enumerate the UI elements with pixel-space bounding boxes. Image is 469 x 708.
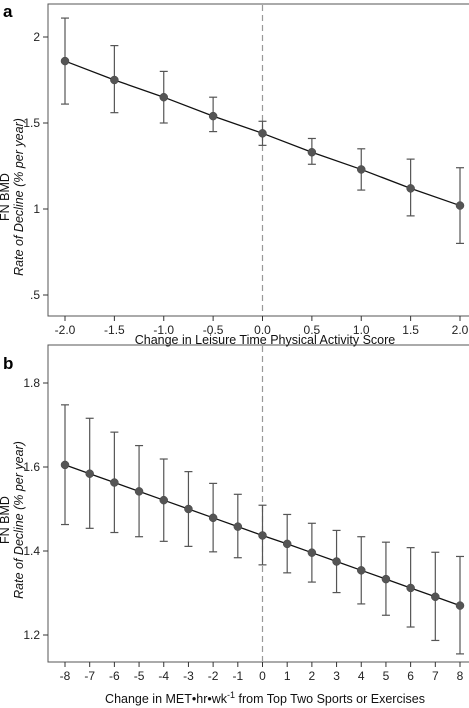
panel-b-ytick-label: 1.4 xyxy=(23,544,40,558)
panel-a-ytick-label: 2 xyxy=(33,30,40,44)
panel-b-data-point xyxy=(208,513,218,523)
panel-b-data-point xyxy=(233,522,243,531)
panel-b-xtick-label: 6 xyxy=(407,669,414,683)
panel-a-data-point xyxy=(307,147,317,157)
panel-b-data-point xyxy=(455,601,465,610)
panel-a-data-point xyxy=(60,56,70,66)
panel-a-xtick-label: 2.0 xyxy=(452,323,469,337)
panel-b-xtick-label: -2 xyxy=(208,669,219,683)
panel-b-xtick-label: 3 xyxy=(333,669,340,683)
panel-b-xtick-label: 0 xyxy=(259,669,266,683)
panel-b-ylabel-line2: Rate of Decline (% per year) xyxy=(12,441,26,599)
panel-a-ytick-label: 1 xyxy=(33,202,40,216)
panel-a-data-point xyxy=(110,75,119,85)
panel-b-xtick-label: -4 xyxy=(158,669,169,683)
panel-a-xtick-label: 0.5 xyxy=(304,323,321,337)
panel-a-xtick-label: -1.5 xyxy=(104,323,125,337)
panel-b-xtick-label: -5 xyxy=(134,669,145,683)
panel-a: a FN BMD Rate of Decline (% per year) Ch… xyxy=(0,2,469,347)
panel-b-data-point xyxy=(60,460,70,470)
panel-a-data-point xyxy=(208,111,218,121)
panel-b-data-point xyxy=(184,504,193,514)
panel-a-xtick-label: -1.0 xyxy=(153,323,174,337)
panel-b-xtick-label: -7 xyxy=(84,669,95,683)
panel-b-letter: b xyxy=(3,354,13,373)
panel-b-ylabel-line1: FN BMD xyxy=(0,496,12,544)
panel-a-xtick-label: -0.5 xyxy=(203,323,224,337)
panel-b: b FN BMD Rate of Decline (% per year) Ch… xyxy=(0,344,469,706)
panel-b-ytick-label: 1.8 xyxy=(23,376,40,390)
panel-b-data-point xyxy=(406,583,415,593)
panel-b-xlabel-pre: Change in MET•hr•wk xyxy=(105,692,228,706)
panel-a-xtick-label: 0.0 xyxy=(254,323,271,337)
panel-b-xtick-label: 5 xyxy=(383,669,390,683)
panel-a-data-point xyxy=(406,184,415,193)
panel-b-xlabel-sup: -1 xyxy=(227,690,235,700)
panel-b-xtick-label: 1 xyxy=(284,669,291,683)
panel-b-data-point xyxy=(85,469,94,478)
panel-a-data-point xyxy=(258,129,267,138)
panel-a-ylabel-line1: FN BMD xyxy=(0,173,12,221)
panel-b-plot-frame xyxy=(47,344,469,663)
panel-b-xlabel: Change in MET•hr•wk-1 from Top Two Sport… xyxy=(105,690,425,706)
panel-a-xlabel: Change in Leisure Time Physical Activity… xyxy=(135,333,396,347)
panel-a-ytick-label: .5 xyxy=(30,288,40,302)
panel-a-plot-frame xyxy=(47,3,469,317)
panel-a-data-point xyxy=(159,92,168,102)
panel-b-ytick-label: 1.2 xyxy=(23,628,40,642)
panel-b-xtick-label: -1 xyxy=(232,669,243,683)
panel-b-xtick-label: 8 xyxy=(457,669,464,683)
panel-a-ylabel-line2: Rate of Decline (% per year) xyxy=(12,118,26,276)
panel-a-data-point xyxy=(455,201,465,210)
panel-b-xtick-label: 7 xyxy=(432,669,439,683)
panel-b-data-point xyxy=(134,487,144,496)
panel-b-xtick-label: 4 xyxy=(358,669,365,683)
panel-b-xtick-label: -8 xyxy=(60,669,71,683)
panel-b-data-point xyxy=(332,557,341,566)
panel-b-ytick-label: 1.6 xyxy=(23,460,40,474)
panel-b-xtick-label: -3 xyxy=(183,669,194,683)
panel-a-letter: a xyxy=(3,2,13,21)
panel-a-ytick-label: 1.5 xyxy=(23,116,40,130)
panel-b-xlabel-post: from Top Two Sports or Exercises xyxy=(235,692,425,706)
panel-b-data-point xyxy=(258,531,267,540)
panel-b-data-point xyxy=(357,566,366,575)
panel-b-data-point xyxy=(282,539,292,549)
panel-b-data-point xyxy=(431,592,440,602)
panel-a-xtick-label: 1.0 xyxy=(353,323,370,337)
panel-a-xtick-label: 1.5 xyxy=(402,323,419,337)
panel-a-data-point xyxy=(357,165,366,174)
panel-b-data-point xyxy=(159,495,168,505)
panel-b-xtick-label: -6 xyxy=(109,669,120,683)
panel-b-data-point xyxy=(110,478,119,487)
panel-b-xtick-label: 2 xyxy=(309,669,316,683)
panel-b-data-point xyxy=(307,548,317,557)
panel-a-xtick-label: -2.0 xyxy=(55,323,76,337)
panel-b-data-point xyxy=(381,574,391,584)
